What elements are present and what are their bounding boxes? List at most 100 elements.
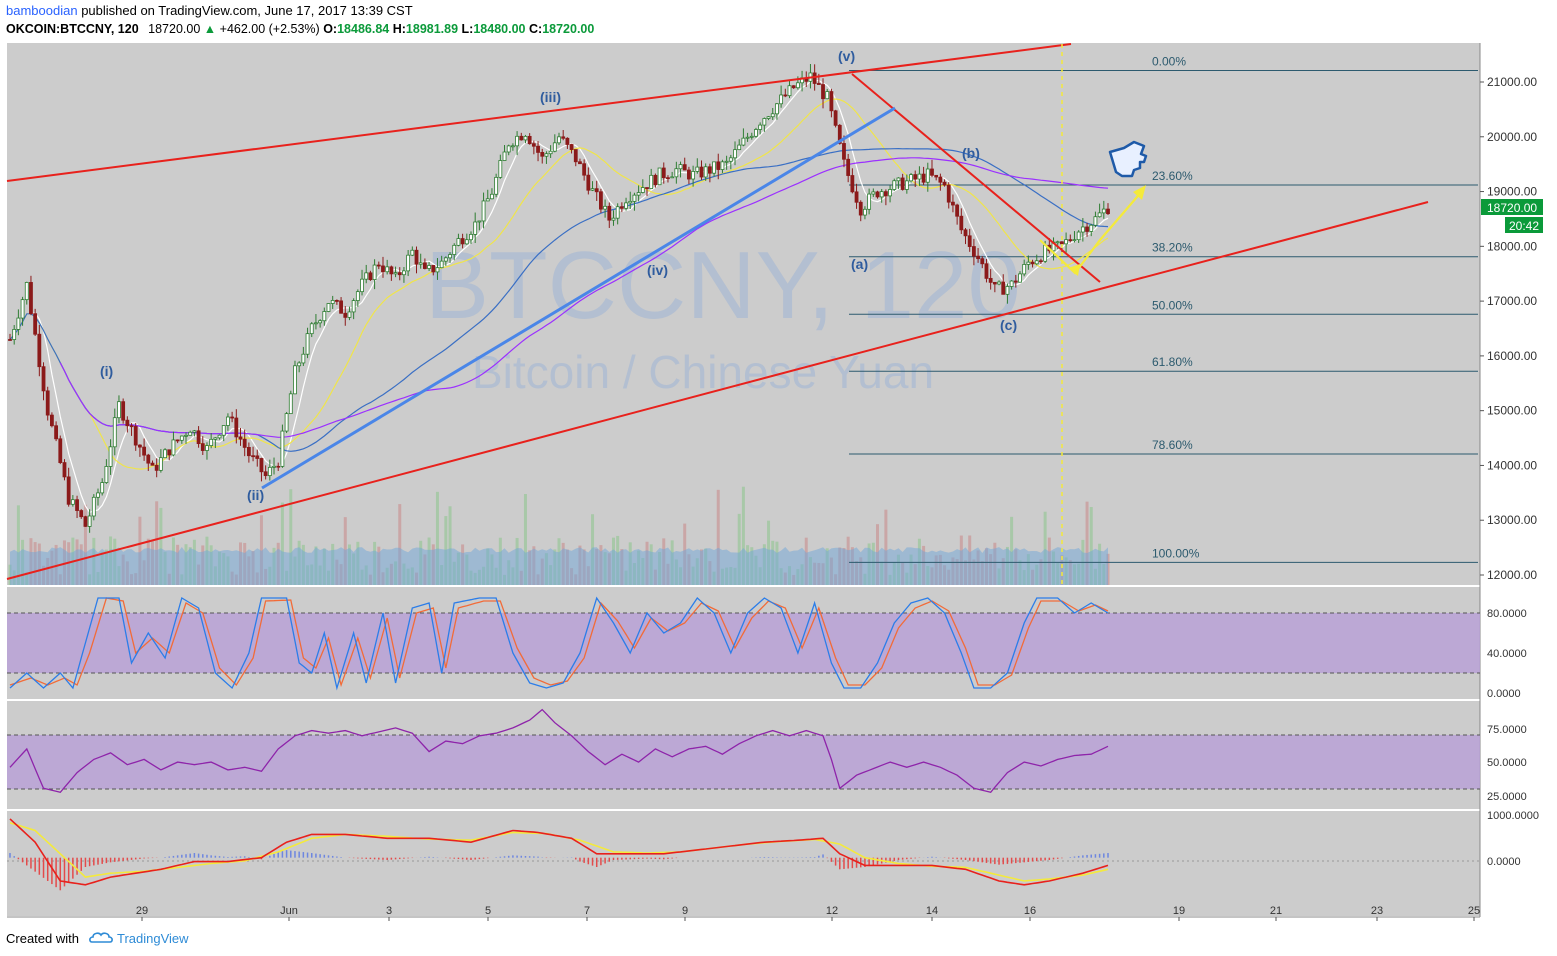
candle-body <box>381 265 385 273</box>
candle-body <box>221 425 226 436</box>
candle-body <box>661 167 666 179</box>
candle-body <box>628 200 633 204</box>
volume-bar <box>1043 511 1047 585</box>
candle-body <box>678 164 683 170</box>
projection-arrow[interactable] <box>1039 189 1144 275</box>
candle-body <box>70 499 75 505</box>
candle-body <box>649 174 654 189</box>
candle-body <box>255 455 260 459</box>
candle-body <box>1106 208 1110 215</box>
candle-body <box>636 192 641 196</box>
price-tick-label: 21000.00 <box>1487 75 1537 89</box>
fib-level-label: 61.80% <box>1152 355 1193 369</box>
candle-body <box>171 439 176 456</box>
candle-body <box>946 184 951 203</box>
candle-body <box>653 174 658 186</box>
candle-body <box>829 91 834 112</box>
candle-body <box>20 299 25 319</box>
stochastic-lines <box>9 596 1109 691</box>
volume-bar <box>1089 507 1093 585</box>
low-value: 18480.00 <box>473 22 526 36</box>
volume-bar <box>435 491 439 585</box>
candle-body <box>984 263 989 279</box>
candle-body <box>330 300 335 304</box>
candle-body <box>854 191 859 203</box>
candle-body <box>397 272 402 276</box>
wave-trendline[interactable] <box>261 106 896 490</box>
candle-body <box>632 194 637 202</box>
created-with-text: Created with <box>6 931 79 946</box>
time-tick-label: 25 <box>1468 905 1480 917</box>
candle-body <box>226 416 230 426</box>
volume-bar <box>523 494 527 585</box>
candle-body <box>758 124 763 130</box>
candle-body <box>502 151 507 161</box>
upper-channel-line[interactable] <box>6 43 1072 182</box>
candle-body <box>682 164 687 171</box>
candle-body <box>992 281 997 285</box>
stoch-tick-80: 80.0000 <box>1487 608 1527 620</box>
candle-body <box>91 496 96 517</box>
time-axis[interactable]: 29 Jun 3 5 7 9 12 14 16 19 21 23 25 <box>136 905 1480 921</box>
volume-ma-area <box>10 547 1108 585</box>
candle-body <box>251 455 255 458</box>
candle-body <box>422 262 427 269</box>
tradingview-logo-icon <box>89 930 113 947</box>
candle-body <box>615 206 620 219</box>
candle-body <box>1013 280 1018 283</box>
candle-body <box>158 457 163 471</box>
candle-body <box>594 188 599 193</box>
candle-body <box>779 94 784 105</box>
candle-body <box>561 136 566 139</box>
candle-body <box>783 94 788 97</box>
candle-body <box>129 425 134 428</box>
volume-bar <box>159 507 163 585</box>
time-tick-label: 3 <box>386 905 392 917</box>
candle-body <box>674 168 679 178</box>
candle-body <box>775 103 779 115</box>
fib-level-label: 100.00% <box>1152 546 1200 560</box>
fibonacci-retracement[interactable]: 0.00% 23.60% 38.20% 50.00% 61.80% 78.60% 100.0… <box>849 54 1478 563</box>
candle-body <box>414 249 419 265</box>
candle-body <box>393 272 398 275</box>
wave-label-a: (a) <box>851 256 868 272</box>
candle-body <box>737 144 742 151</box>
price-axis[interactable] <box>1480 43 1557 916</box>
candle-body <box>892 180 897 190</box>
candle-body <box>666 177 670 180</box>
volume-bar <box>737 513 741 585</box>
candle-body <box>1030 261 1035 265</box>
candle-body <box>590 188 595 191</box>
candle-body <box>117 401 121 419</box>
bar-timer-text: 20:42 <box>1509 219 1539 233</box>
stoch-tick-0: 0.0000 <box>1487 688 1521 700</box>
candle-body <box>858 201 863 216</box>
candle-body <box>427 265 431 269</box>
candle-body <box>406 254 411 272</box>
candle-body <box>75 499 79 511</box>
candle-body <box>1072 239 1077 242</box>
candle-body <box>930 168 934 176</box>
volume-bar <box>884 509 888 585</box>
macd-pane[interactable] <box>7 811 1480 916</box>
candle-body <box>523 135 528 141</box>
author-link[interactable]: bamboodian <box>6 3 78 18</box>
time-tick-label: 21 <box>1270 905 1282 917</box>
candle-body <box>100 482 105 494</box>
candle-body <box>904 180 909 190</box>
candle-body <box>883 191 888 197</box>
bar-timer-badge <box>1505 217 1543 233</box>
tradingview-brand-link[interactable]: TradingView <box>116 931 189 946</box>
candle-body <box>45 390 50 416</box>
high-value: 18981.89 <box>405 22 459 36</box>
candle-body <box>448 254 452 259</box>
wave-label-c: (c) <box>1000 317 1017 333</box>
lower-channel-line[interactable] <box>6 201 1429 580</box>
candle-body <box>334 300 339 302</box>
candle-body <box>301 353 306 364</box>
candle-body <box>1089 224 1094 232</box>
candle-body <box>150 462 155 466</box>
footer: Created with TradingView <box>6 930 189 947</box>
candle-body <box>745 136 750 139</box>
